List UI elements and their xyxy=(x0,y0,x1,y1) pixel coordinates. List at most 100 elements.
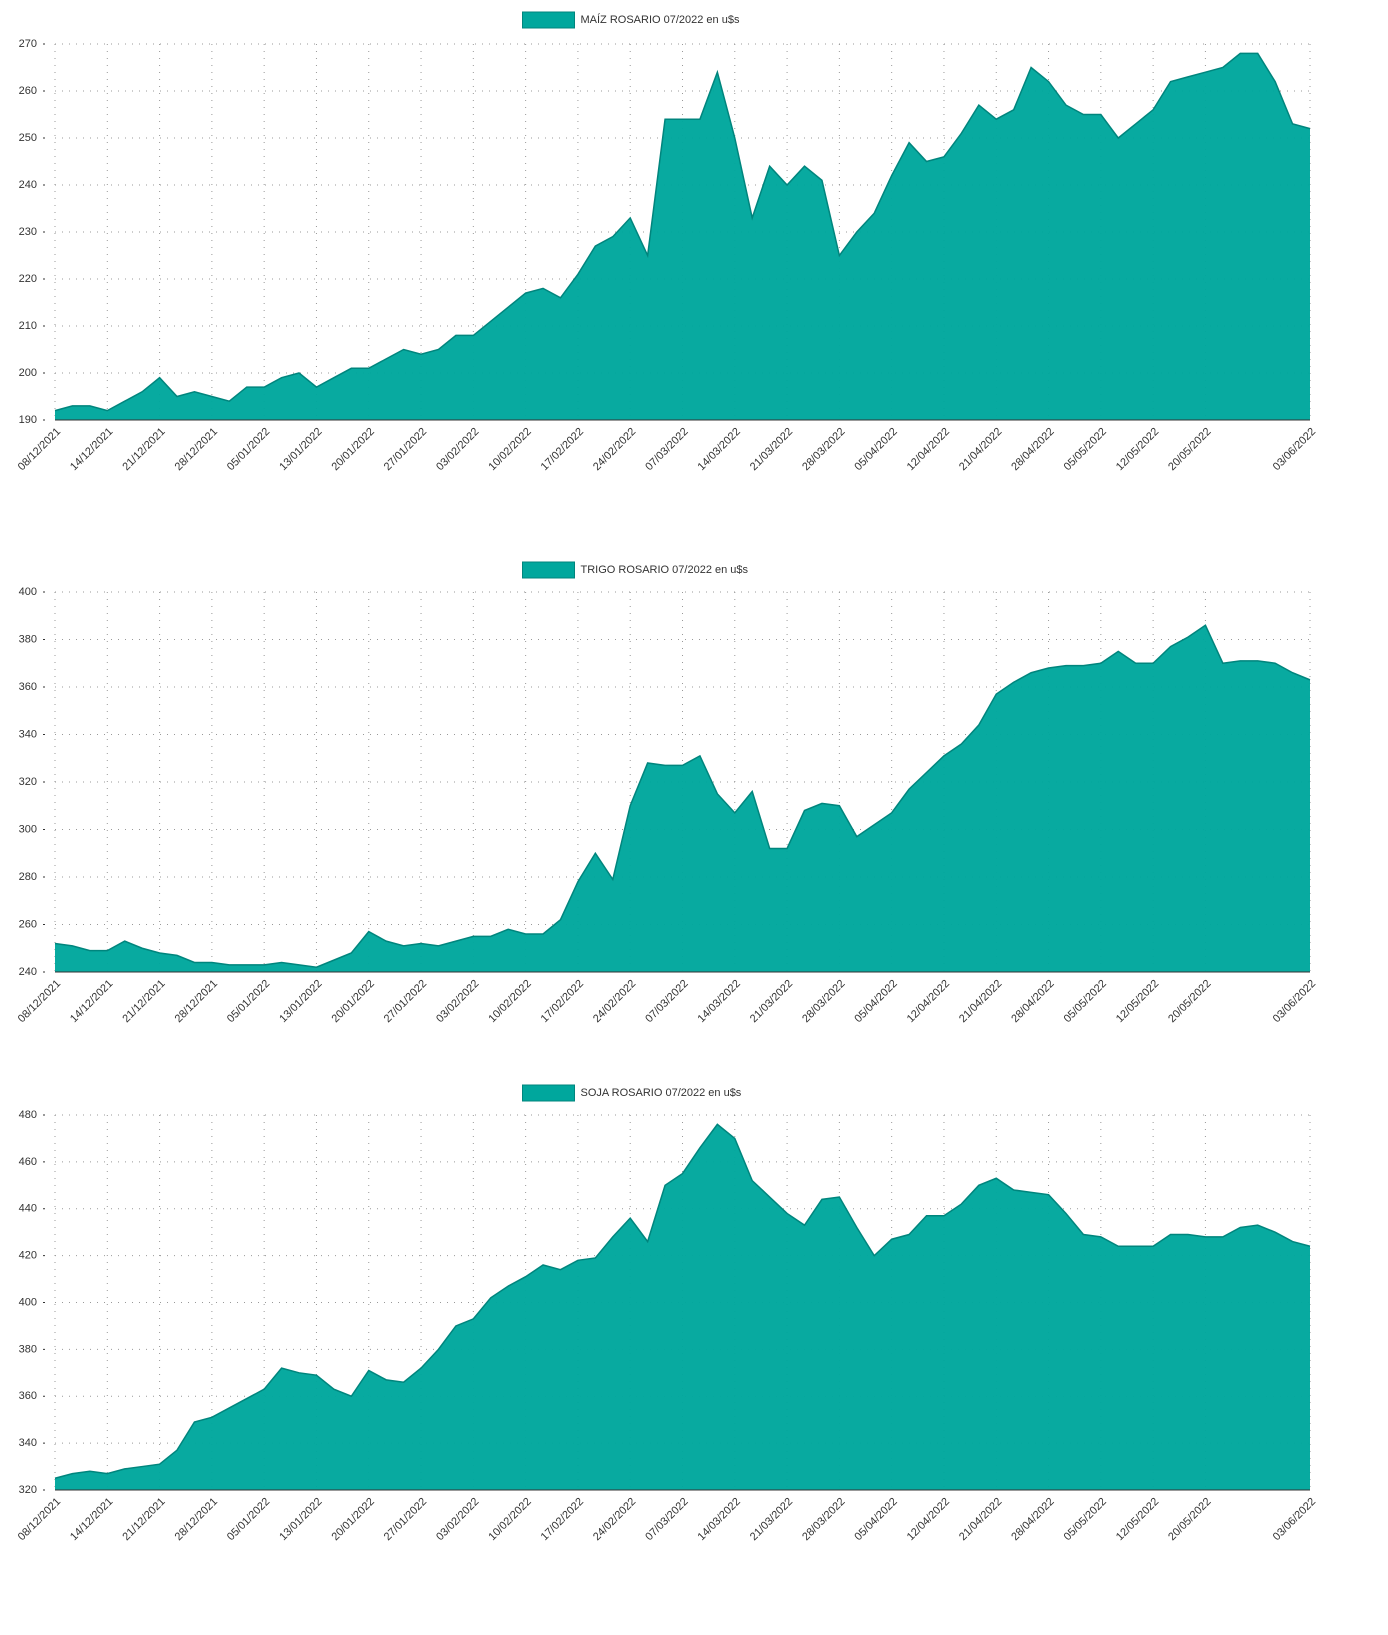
legend-swatch xyxy=(522,1084,575,1102)
x-tick-label: 14/03/2022 xyxy=(696,426,743,473)
x-tick-label: 05/05/2022 xyxy=(1062,978,1109,1025)
legend-label: MAÍZ ROSARIO 07/2022 en u$s xyxy=(581,13,740,26)
x-tick-label: 20/01/2022 xyxy=(330,1496,377,1543)
y-tick-label: 460 xyxy=(19,1156,37,1168)
x-tick-label: 13/01/2022 xyxy=(277,1496,324,1543)
x-tick-label: 13/01/2022 xyxy=(277,978,324,1025)
y-tick-label: 240 xyxy=(19,966,37,978)
area-line xyxy=(54,624,1311,969)
x-tick-label: 21/04/2022 xyxy=(957,426,1004,473)
x-tick-label: 28/12/2021 xyxy=(173,426,220,473)
x-tick-label: 07/03/2022 xyxy=(643,426,690,473)
legend-swatch xyxy=(522,11,575,29)
x-tick-label: 14/03/2022 xyxy=(696,978,743,1025)
x-tick-label: 20/05/2022 xyxy=(1166,1496,1213,1543)
x-tick-label: 28/03/2022 xyxy=(800,426,847,473)
x-tick-label: 07/03/2022 xyxy=(643,978,690,1025)
x-tick-label: 05/01/2022 xyxy=(225,1496,272,1543)
y-tick-label: 380 xyxy=(19,1343,37,1355)
x-tick-label: 20/05/2022 xyxy=(1166,978,1213,1025)
x-tick-label: 27/01/2022 xyxy=(382,426,429,473)
legend-label: TRIGO ROSARIO 07/2022 en u$s xyxy=(581,564,749,576)
x-tick-label: 12/05/2022 xyxy=(1114,1496,1161,1543)
y-tick-label: 340 xyxy=(19,1437,37,1449)
x-tick-label: 21/03/2022 xyxy=(748,426,795,473)
y-tick-label: 360 xyxy=(19,681,37,693)
x-tick-label: 05/04/2022 xyxy=(852,978,899,1025)
y-tick-label: 260 xyxy=(19,918,37,930)
y-tick-label: 400 xyxy=(19,586,37,598)
x-tick-label: 17/02/2022 xyxy=(539,1496,586,1543)
x-tick-label: 05/01/2022 xyxy=(225,978,272,1025)
x-tick-label: 08/12/2021 xyxy=(16,1496,63,1543)
y-tick-label: 230 xyxy=(19,226,37,238)
x-tick-label: 28/12/2021 xyxy=(173,1496,220,1543)
x-tick-label: 17/02/2022 xyxy=(539,426,586,473)
x-tick-label: 03/06/2022 xyxy=(1271,978,1318,1025)
y-tick-label: 380 xyxy=(19,633,37,645)
y-tick-label: 270 xyxy=(19,38,37,50)
y-tick-label: 320 xyxy=(19,776,37,788)
area xyxy=(55,1124,1310,1490)
x-tick-label: 28/04/2022 xyxy=(1009,1496,1056,1543)
x-tick-label: 08/12/2021 xyxy=(16,426,63,473)
x-tick-label: 28/12/2021 xyxy=(173,978,220,1025)
y-tick-label: 260 xyxy=(19,85,37,97)
x-tick-label: 05/05/2022 xyxy=(1062,1496,1109,1543)
y-tick-label: 190 xyxy=(19,414,37,426)
x-tick-label: 21/12/2021 xyxy=(120,426,167,473)
x-tick-label: 20/05/2022 xyxy=(1166,426,1213,473)
x-tick-label: 13/01/2022 xyxy=(277,426,324,473)
x-tick-label: 03/02/2022 xyxy=(434,978,481,1025)
y-tick-label: 440 xyxy=(19,1203,37,1215)
x-tick-label: 10/02/2022 xyxy=(486,1496,533,1543)
y-tick-label: 280 xyxy=(19,871,37,883)
x-tick-label: 28/04/2022 xyxy=(1009,426,1056,473)
x-tick-label: 08/12/2021 xyxy=(16,978,63,1025)
y-tick-label: 360 xyxy=(19,1390,37,1402)
x-tick-label: 03/02/2022 xyxy=(434,1496,481,1543)
x-tick-label: 28/03/2022 xyxy=(800,1496,847,1543)
x-tick-label: 12/04/2022 xyxy=(905,426,952,473)
x-tick-label: 27/01/2022 xyxy=(382,1496,429,1543)
x-tick-label: 14/12/2021 xyxy=(68,426,115,473)
legend-label: SOJA ROSARIO 07/2022 en u$s xyxy=(581,1087,742,1099)
x-tick-label: 24/02/2022 xyxy=(591,978,638,1025)
y-tick-label: 400 xyxy=(19,1296,37,1308)
x-tick-label: 20/01/2022 xyxy=(330,978,377,1025)
x-tick-label: 14/03/2022 xyxy=(696,1496,743,1543)
y-tick-label: 250 xyxy=(19,132,37,144)
x-tick-label: 21/04/2022 xyxy=(957,1496,1004,1543)
y-tick-label: 320 xyxy=(19,1484,37,1496)
x-tick-label: 10/02/2022 xyxy=(486,426,533,473)
x-tick-label: 03/06/2022 xyxy=(1271,1496,1318,1543)
x-tick-label: 12/05/2022 xyxy=(1114,426,1161,473)
x-tick-label: 24/02/2022 xyxy=(591,1496,638,1543)
x-tick-label: 28/04/2022 xyxy=(1009,978,1056,1025)
y-tick-label: 420 xyxy=(19,1250,37,1262)
x-tick-label: 17/02/2022 xyxy=(539,978,586,1025)
area xyxy=(55,625,1310,972)
x-tick-label: 21/12/2021 xyxy=(120,1496,167,1543)
x-tick-label: 03/02/2022 xyxy=(434,426,481,473)
x-tick-label: 20/01/2022 xyxy=(330,426,377,473)
x-tick-label: 03/06/2022 xyxy=(1271,426,1318,473)
y-tick-label: 240 xyxy=(19,179,37,191)
x-tick-label: 28/03/2022 xyxy=(800,978,847,1025)
x-tick-label: 21/03/2022 xyxy=(748,1496,795,1543)
y-tick-label: 340 xyxy=(19,728,37,740)
x-tick-label: 27/01/2022 xyxy=(382,978,429,1025)
area xyxy=(55,53,1310,421)
y-tick-label: 220 xyxy=(19,273,37,285)
x-tick-label: 14/12/2021 xyxy=(68,1496,115,1543)
x-tick-label: 05/01/2022 xyxy=(225,426,272,473)
area-line xyxy=(54,1123,1311,1480)
legend-swatch xyxy=(522,561,575,579)
x-tick-label: 05/05/2022 xyxy=(1062,426,1109,473)
x-tick-label: 24/02/2022 xyxy=(591,426,638,473)
